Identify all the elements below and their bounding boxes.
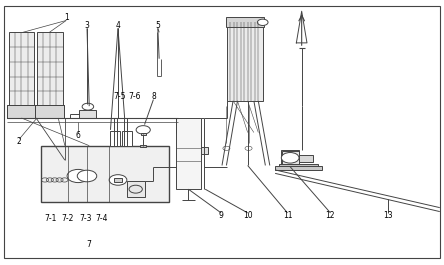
Text: 10: 10 xyxy=(243,211,253,220)
Bar xyxy=(282,152,298,164)
Bar xyxy=(275,166,322,170)
Text: 7-1: 7-1 xyxy=(44,214,56,223)
Bar xyxy=(299,155,313,162)
Bar xyxy=(227,22,263,101)
Bar xyxy=(7,105,36,118)
Bar xyxy=(111,131,120,146)
Text: 7: 7 xyxy=(87,240,91,249)
Text: 7-4: 7-4 xyxy=(95,214,108,223)
Bar xyxy=(9,32,34,106)
Bar xyxy=(140,145,147,147)
Bar xyxy=(281,151,299,165)
Circle shape xyxy=(67,169,89,183)
Bar xyxy=(35,105,64,118)
Text: 5: 5 xyxy=(155,21,160,30)
Bar xyxy=(35,105,64,118)
Text: 3: 3 xyxy=(84,21,89,30)
Text: 8: 8 xyxy=(151,92,156,101)
Text: 12: 12 xyxy=(326,211,335,220)
Text: 4: 4 xyxy=(115,21,120,30)
Text: 7-5: 7-5 xyxy=(113,92,126,101)
Bar xyxy=(79,109,96,118)
Bar xyxy=(7,105,36,118)
Text: 6: 6 xyxy=(76,131,81,140)
Bar xyxy=(37,32,63,106)
Circle shape xyxy=(109,175,127,185)
Circle shape xyxy=(281,153,299,163)
Circle shape xyxy=(258,19,268,25)
Circle shape xyxy=(136,126,151,134)
Text: 11: 11 xyxy=(283,211,292,220)
Bar xyxy=(226,16,265,27)
Bar xyxy=(141,132,146,135)
Bar xyxy=(175,118,201,189)
Text: 13: 13 xyxy=(383,211,393,220)
Text: 1: 1 xyxy=(64,13,68,22)
Bar xyxy=(40,146,169,202)
Text: 7-3: 7-3 xyxy=(79,214,92,223)
Bar xyxy=(279,164,318,167)
Text: 9: 9 xyxy=(219,211,223,220)
Bar xyxy=(122,131,132,146)
Circle shape xyxy=(77,170,97,182)
Text: 7-6: 7-6 xyxy=(128,92,141,101)
Bar xyxy=(115,178,122,182)
Text: 2: 2 xyxy=(17,137,22,146)
Bar xyxy=(127,181,145,197)
Text: 7-2: 7-2 xyxy=(62,214,74,223)
Bar xyxy=(201,147,208,154)
Circle shape xyxy=(82,103,94,110)
